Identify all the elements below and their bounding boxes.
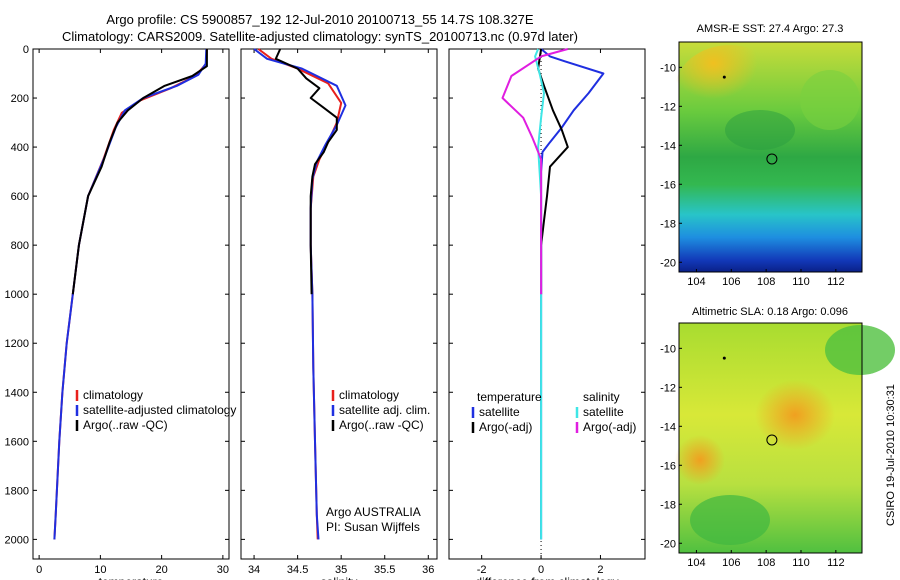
temperature-profile-legend-label: Argo(..raw -QC): [83, 418, 168, 432]
difference-profile-xtick-label: 2: [597, 564, 603, 576]
sst-map-ytick-label: -12: [660, 101, 676, 113]
depth-tick-label: 1200: [5, 338, 29, 350]
temperature-profile-xtick-label: 0: [36, 564, 42, 576]
temperature-profile-xtick-label: 10: [94, 564, 106, 576]
annotation-line1: Argo AUSTRALIA: [326, 505, 421, 519]
legend-salinity-header: salinity: [583, 390, 620, 404]
depth-tick-label: 1600: [5, 436, 29, 448]
sla-low-patch-2: [690, 495, 770, 545]
sla-high-patch-2: [675, 435, 725, 485]
temperature-profile-legend-label: satellite-adjusted climatology: [83, 403, 236, 417]
sst-map-xtick-label: 106: [722, 276, 740, 288]
sla-map-ytick-label: -12: [660, 382, 676, 394]
float-marker: [722, 75, 726, 79]
sst-map-ytick-label: -18: [660, 218, 676, 230]
legend-temperature-label: Argo(-adj): [479, 420, 532, 434]
salinity-profile-xlabel: salinity: [321, 575, 358, 580]
sla-map-xtick-label: 106: [722, 557, 740, 569]
sst-map-ytick-label: -10: [660, 62, 676, 74]
sla-map-ytick-label: -14: [660, 421, 676, 433]
depth-tick-label: 800: [11, 240, 29, 252]
sla-map-axes: 104 106 108 110 112 -10 -12 -14 -16 -18 -20: [660, 322, 863, 569]
depth-tick-label: 1000: [5, 289, 29, 301]
difference-profile-frame: [448, 48, 646, 560]
difference-profile-xlabel: difference from climatology: [475, 575, 618, 580]
sla-map-xtick-label: 104: [687, 557, 705, 569]
difference-profile-series-magenta: [501, 48, 569, 295]
temperature-profile-legend-label: climatology: [83, 388, 143, 402]
salinity-profile-series-black: [274, 48, 338, 295]
depth-tick-label: 400: [11, 142, 29, 154]
salinity-profile-xtick-label: 34: [248, 564, 260, 576]
salinity-profile-legend-label: satellite adj. clim.: [339, 403, 430, 417]
temperature-panel: 0 10 20 30 0 200 400 600 800 1000 1200 1400 1600 1800…: [5, 44, 237, 580]
depth-tick-label: 200: [11, 93, 29, 105]
sla-high-patch: [755, 380, 835, 450]
depth-tick-label: 0: [23, 44, 29, 56]
float-marker: [722, 356, 726, 360]
temperature-profile-xlabel: temperature: [99, 575, 164, 580]
sla-map-ytick-label: -18: [660, 499, 676, 511]
sst-mid-patch: [800, 70, 860, 130]
salinity-profile-xtick-label: 35: [335, 564, 347, 576]
temperature-profile-series-black: [71, 49, 208, 295]
difference-panel: -2 0 2difference from climatology temperatu…: [448, 48, 646, 580]
sla-map-frame: [678, 322, 863, 554]
sst-map-axes: 104 106 108 110 112 -10 -12 -14 -16 -18 -20: [660, 41, 863, 288]
sst-map-panel: AMSR-E SST: 27.4 Argo: 27.3 104 106 108 110…: [660, 23, 863, 288]
sla-map-ytick-label: -10: [660, 343, 676, 355]
temperature-profile-xtick-label: 20: [156, 564, 168, 576]
credit-label: CSIRO 19-Jul-2010 10:30:31: [885, 384, 897, 526]
salinity-profile-legend-label: Argo(..raw -QC): [339, 418, 424, 432]
depth-tick-label: 1800: [5, 485, 29, 497]
difference-profile-xtick-label: -2: [477, 564, 487, 576]
legend-temperature-label: satellite: [479, 405, 520, 419]
sst-map-ytick-label: -14: [660, 140, 676, 152]
argo-position-marker: [766, 153, 778, 165]
difference-profile-xtick-label: 0: [538, 564, 544, 576]
annotation-line2: PI: Susan Wijffels: [326, 520, 420, 534]
sla-map-panel: Altimetric SLA: 0.18 Argo: 0.096 104 106 1…: [660, 306, 895, 569]
figure-title-line2: Climatology: CARS2009. Satellite-adjuste…: [62, 29, 578, 44]
sla-map-xtick-label: 110: [792, 557, 810, 569]
sst-map-xtick-label: 104: [687, 276, 705, 288]
sst-map-ytick-label: -16: [660, 179, 676, 191]
sst-cool-patch: [725, 110, 795, 150]
sst-map-xtick-label: 108: [757, 276, 775, 288]
legend-salinity-label: satellite: [583, 405, 624, 419]
salinity-panel: 34 34.5 35 35.5 36 salinity climatologysatelli…: [240, 48, 438, 580]
temperature-profile-xtick-label: 30: [217, 564, 229, 576]
sst-map-frame: [678, 41, 863, 273]
salinity-profile-xtick-label: 34.5: [287, 564, 308, 576]
sla-map-ytick-label: -20: [660, 538, 676, 550]
temperature-profile-frame: [32, 48, 230, 560]
sst-map-xtick-label: 112: [827, 276, 845, 288]
depth-tick-label: 1400: [5, 387, 29, 399]
sla-map-ytick-label: -16: [660, 460, 676, 472]
legend-salinity-label: Argo(-adj): [583, 420, 636, 434]
sla-map-title: Altimetric SLA: 0.18 Argo: 0.096: [692, 306, 848, 318]
salinity-profile-xtick-label: 36: [422, 564, 434, 576]
depth-tick-label: 2000: [5, 534, 29, 546]
salinity-profile-legend-label: climatology: [339, 388, 399, 402]
sla-map-xtick-label: 108: [757, 557, 775, 569]
sla-map-xtick-label: 112: [827, 557, 845, 569]
argo-position-marker: [766, 434, 778, 446]
figure-title-line1: Argo profile: CS 5900857_192 12-Jul-2010…: [106, 12, 534, 27]
sla-low-patch: [825, 325, 895, 375]
salinity-profile-xtick-label: 35.5: [374, 564, 395, 576]
legend-temperature-header: temperature: [477, 390, 542, 404]
sst-map-xtick-label: 110: [792, 276, 810, 288]
sst-map-title: AMSR-E SST: 27.4 Argo: 27.3: [697, 23, 844, 35]
sst-map-ytick-label: -20: [660, 257, 676, 269]
depth-tick-label: 600: [11, 191, 29, 203]
salinity-profile-frame: [240, 48, 438, 560]
